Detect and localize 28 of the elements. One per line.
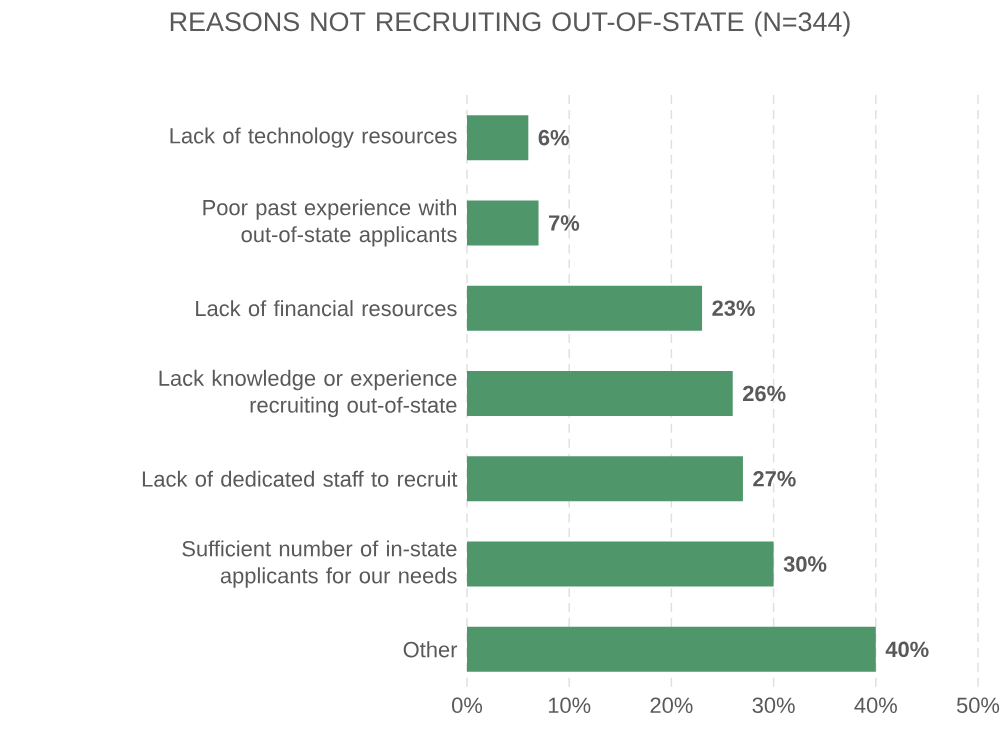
data-label: 23% xyxy=(712,300,755,316)
x-tick-label: 40% xyxy=(854,697,897,714)
y-tick-label: Lack of financial resources xyxy=(196,300,457,317)
x-tick-label: 30% xyxy=(752,697,795,714)
x-tick-label: 50% xyxy=(956,697,1000,714)
bar xyxy=(467,370,733,416)
bar xyxy=(467,115,529,161)
y-tick-label: Other xyxy=(403,641,458,658)
data-label: 26% xyxy=(743,385,786,402)
y-tick-label: Sufficient number of in-state applicants for our needs xyxy=(182,540,457,588)
bar xyxy=(467,541,774,587)
data-label: 27% xyxy=(753,471,796,487)
bar xyxy=(467,456,743,502)
x-tick-label: 0% xyxy=(452,697,483,714)
data-label: 30% xyxy=(783,556,827,572)
x-tick-label: 10% xyxy=(548,697,591,714)
bar xyxy=(467,200,539,246)
bar xyxy=(467,285,703,331)
y-tick-label: Lack of technology resources xyxy=(170,127,457,148)
y-tick-label: Lack of dedicated staff to recruit xyxy=(142,470,458,487)
bar xyxy=(467,626,876,672)
data-label: 6% xyxy=(538,129,569,146)
data-label: 40% xyxy=(885,641,929,658)
x-tick-label: 20% xyxy=(650,697,693,714)
data-label: 7% xyxy=(549,215,580,231)
y-tick-label: Poor past experience with out-of-state applicants xyxy=(203,199,457,247)
chart-title: REASONS NOT RECRUITING OUT-OF-STATE (N=344) xyxy=(170,11,850,37)
y-tick-label: Lack knowledge or experience recruiting out-of-state xyxy=(159,369,457,418)
